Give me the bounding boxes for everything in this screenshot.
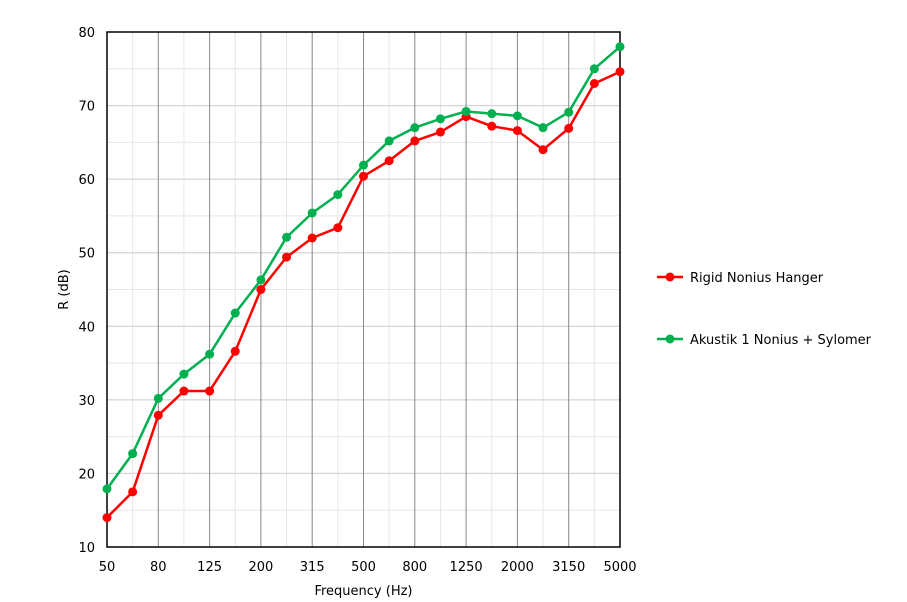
data-point: [615, 67, 625, 77]
data-point: [487, 109, 497, 119]
data-point: [435, 127, 445, 137]
data-point: [153, 410, 163, 420]
data-point: [307, 208, 317, 218]
data-point: [256, 275, 266, 285]
data-point: [615, 42, 625, 52]
data-point: [179, 386, 189, 396]
data-point: [282, 252, 292, 262]
legend-label-akustik: Akustik 1 Nonius + Sylomer: [690, 333, 872, 348]
data-point: [384, 156, 394, 166]
x-tick-label: 5000: [603, 560, 636, 575]
y-tick-label: 70: [78, 100, 95, 115]
data-point: [230, 346, 240, 356]
legend-marker-akustik: [665, 334, 675, 344]
series-layer: [102, 42, 625, 523]
data-point: [589, 64, 599, 74]
y-tick-label: 80: [78, 26, 95, 41]
data-point: [410, 123, 420, 133]
data-point: [538, 123, 548, 133]
y-tick-label: 20: [78, 467, 95, 482]
y-tick-label: 60: [78, 173, 95, 188]
data-point: [333, 190, 343, 200]
y-axis-tick-labels: 10 20 30 40 50 60 70 80: [78, 26, 95, 556]
x-axis-tick-labels: 50 80 125 200 315 500 800 1250 2000 3150 5000: [99, 560, 637, 575]
y-axis-title: R (dB): [57, 269, 72, 309]
data-point: [410, 136, 420, 146]
x-tick-label: 2000: [501, 560, 534, 575]
x-tick-label: 3150: [552, 560, 585, 575]
data-point: [512, 111, 522, 121]
data-point: [128, 449, 138, 459]
data-point: [102, 513, 112, 523]
x-tick-label: 125: [197, 560, 222, 575]
data-point: [359, 160, 368, 170]
legend-marker-rigid: [665, 272, 675, 282]
data-point: [589, 79, 599, 88]
data-point: [102, 484, 112, 494]
x-tick-label: 1250: [450, 560, 483, 575]
data-point: [153, 393, 163, 403]
data-point: [179, 369, 189, 379]
data-point: [564, 123, 574, 133]
data-point: [282, 232, 292, 242]
data-point: [205, 386, 215, 396]
legend-label-rigid: Rigid Nonius Hanger: [690, 271, 824, 286]
data-point: [512, 126, 522, 136]
data-point: [359, 171, 368, 181]
x-tick-label: 800: [402, 560, 427, 575]
data-point: [384, 136, 394, 146]
data-point: [538, 145, 548, 155]
data-point: [487, 121, 497, 131]
y-tick-label: 40: [78, 320, 95, 335]
data-point: [307, 233, 317, 243]
x-axis-title: Frequency (Hz): [314, 584, 412, 599]
data-point: [564, 107, 574, 117]
data-point: [435, 114, 445, 124]
data-point: [333, 223, 343, 233]
series-1: [102, 42, 625, 494]
plot-area-frame: [106, 31, 621, 548]
x-tick-label: 200: [248, 560, 273, 575]
series-0: [102, 67, 625, 523]
x-tick-label: 80: [150, 560, 167, 575]
data-point: [256, 285, 266, 294]
data-point: [461, 106, 471, 116]
legend: Rigid Nonius Hanger Akustik 1 Nonius + S…: [657, 271, 872, 348]
data-point: [205, 349, 215, 359]
legend-item-1: Akustik 1 Nonius + Sylomer: [657, 333, 872, 348]
x-tick-label: 50: [99, 560, 116, 575]
x-tick-label: 315: [300, 560, 325, 575]
y-tick-label: 30: [78, 394, 95, 409]
data-point: [230, 308, 240, 318]
y-tick-label: 10: [78, 541, 95, 556]
legend-item-0: Rigid Nonius Hanger: [657, 271, 824, 286]
data-point: [128, 487, 138, 497]
x-tick-label: 500: [351, 560, 376, 575]
y-tick-label: 50: [78, 247, 95, 262]
